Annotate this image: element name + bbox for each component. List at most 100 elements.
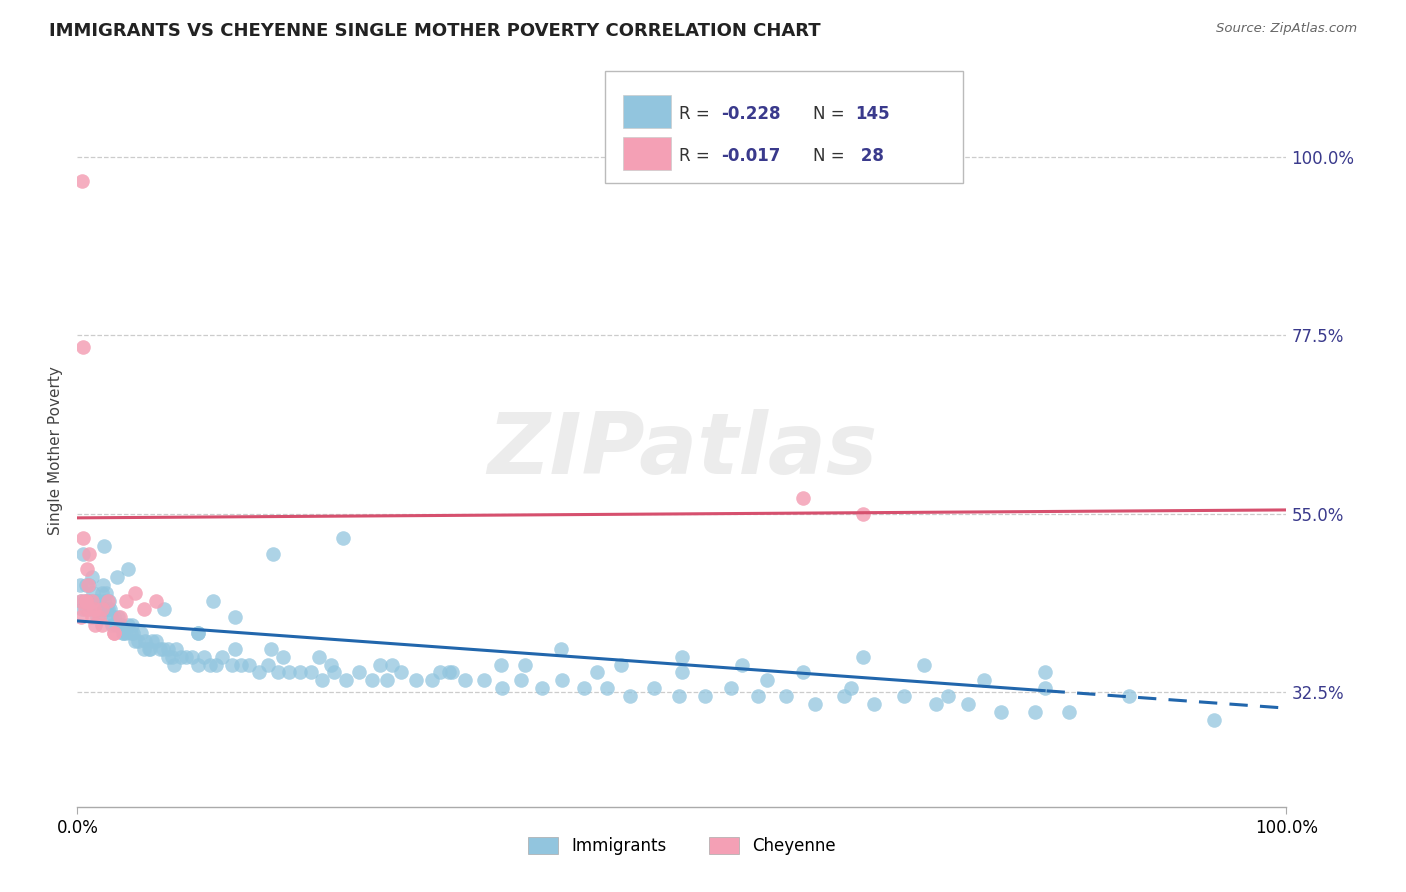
- Point: [381, 657, 404, 672]
- Point: [586, 665, 609, 680]
- Point: [139, 641, 162, 656]
- Point: [572, 681, 595, 696]
- Point: [731, 657, 754, 672]
- Point: [110, 618, 132, 632]
- Point: [75, 594, 97, 608]
- Point: [73, 602, 96, 616]
- Point: [70, 594, 93, 608]
- Point: [205, 657, 228, 672]
- Point: [70, 594, 93, 608]
- Point: [145, 594, 167, 608]
- Point: [103, 625, 125, 640]
- Point: [160, 649, 183, 664]
- Point: [513, 657, 536, 672]
- Point: [187, 657, 209, 672]
- Point: [893, 690, 915, 704]
- Point: [93, 594, 115, 608]
- Point: [76, 562, 98, 576]
- Point: [863, 697, 886, 711]
- Point: [70, 174, 93, 188]
- Point: [200, 657, 222, 672]
- Point: [804, 697, 827, 711]
- Point: [70, 610, 93, 624]
- Point: [267, 665, 290, 680]
- Point: [361, 673, 384, 688]
- Point: [257, 657, 280, 672]
- Text: N =: N =: [813, 105, 849, 123]
- Point: [105, 618, 128, 632]
- Point: [332, 531, 354, 545]
- Point: [77, 578, 100, 592]
- Point: [368, 657, 391, 672]
- Text: 145: 145: [855, 105, 890, 123]
- Point: [101, 618, 124, 632]
- Text: -0.017: -0.017: [721, 147, 780, 165]
- Point: [96, 602, 118, 616]
- Text: R =: R =: [679, 147, 716, 165]
- Point: [1057, 705, 1080, 719]
- Point: [347, 665, 370, 680]
- Point: [973, 673, 995, 688]
- Point: [72, 340, 94, 354]
- Point: [187, 625, 209, 640]
- Point: [238, 657, 260, 672]
- Point: [127, 633, 149, 648]
- Point: [193, 649, 215, 664]
- Point: [551, 673, 574, 688]
- Point: [454, 673, 477, 688]
- Point: [441, 665, 464, 680]
- Point: [671, 665, 693, 680]
- Point: [91, 578, 114, 592]
- Point: [107, 610, 129, 624]
- Point: [405, 673, 427, 688]
- Text: R =: R =: [679, 105, 716, 123]
- Point: [141, 633, 163, 648]
- Point: [122, 625, 145, 640]
- Point: [90, 618, 112, 632]
- Point: [472, 673, 495, 688]
- Point: [925, 697, 948, 711]
- Point: [157, 641, 180, 656]
- Point: [420, 673, 443, 688]
- Point: [114, 625, 136, 640]
- Point: [80, 610, 103, 624]
- Point: [87, 602, 110, 616]
- Y-axis label: Single Mother Poverty: Single Mother Poverty: [48, 366, 63, 535]
- Point: [221, 657, 243, 672]
- Point: [643, 681, 665, 696]
- Point: [1202, 713, 1225, 727]
- Point: [70, 602, 93, 616]
- Point: [93, 539, 115, 553]
- Point: [96, 594, 118, 608]
- Point: [134, 633, 156, 648]
- Point: [75, 594, 97, 608]
- Point: [912, 657, 935, 672]
- Point: [79, 547, 101, 561]
- Point: [89, 610, 111, 624]
- Point: [90, 586, 112, 600]
- Point: [311, 673, 333, 688]
- Point: [260, 641, 283, 656]
- Point: [83, 602, 105, 616]
- Point: [211, 649, 233, 664]
- Point: [132, 602, 155, 616]
- Point: [936, 690, 959, 704]
- Point: [69, 578, 91, 592]
- Point: [170, 649, 193, 664]
- Point: [117, 618, 139, 632]
- Point: [957, 697, 980, 711]
- Point: [389, 665, 412, 680]
- Point: [491, 681, 513, 696]
- Point: [148, 641, 170, 656]
- Point: [1118, 690, 1140, 704]
- Point: [120, 625, 142, 640]
- Point: [852, 649, 875, 664]
- Point: [299, 665, 322, 680]
- Point: [792, 491, 814, 505]
- Point: [84, 594, 107, 608]
- Point: [510, 673, 533, 688]
- Point: [271, 649, 294, 664]
- Point: [747, 690, 769, 704]
- Point: [117, 562, 139, 576]
- Point: [308, 649, 330, 664]
